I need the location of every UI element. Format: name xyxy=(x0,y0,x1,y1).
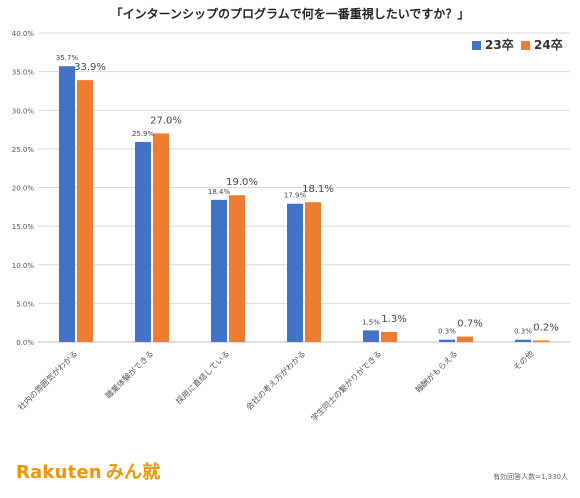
bar-label-24-4: 1.3% xyxy=(381,314,406,325)
x-tick-label-2: 採用に直結している xyxy=(174,348,232,406)
chart-title: 「インターンシップのプログラムで何を一番重視したいですか？」 xyxy=(111,6,470,21)
grid-lines xyxy=(38,32,570,343)
bar-23-6 xyxy=(515,339,531,342)
y-tick-label: 35.0% xyxy=(12,69,35,77)
bar-24-3 xyxy=(305,202,321,342)
bar-label-23-3: 17.9% xyxy=(284,192,307,200)
bar-label-24-3: 18.1% xyxy=(302,184,334,195)
legend-swatch-23 xyxy=(472,41,481,50)
bar-label-23-1: 25.9% xyxy=(132,130,155,138)
bar-23-1 xyxy=(135,141,151,342)
x-tick-label-1: 職業体験ができる xyxy=(103,348,155,400)
y-tick-label: 20.0% xyxy=(12,185,35,193)
bar-label-23-4: 1.5% xyxy=(362,318,380,326)
y-tick-label: 40.0% xyxy=(12,30,35,38)
x-tick-label-4: 学生同士の繋がりができる xyxy=(309,348,384,423)
bar-label-23-0: 35.7% xyxy=(56,54,79,62)
bar-label-23-2: 18.4% xyxy=(208,188,231,196)
bar-23-5 xyxy=(439,339,455,342)
bar-24-6 xyxy=(533,340,549,342)
brand-main: Rakuten xyxy=(16,462,102,483)
legend-label-24: 24卒 xyxy=(534,37,563,52)
y-tick-label: 15.0% xyxy=(12,223,35,231)
y-tick-label: 0.0% xyxy=(16,339,34,347)
bar-label-24-5: 0.7% xyxy=(457,319,482,330)
legend: 23卒 24卒 xyxy=(472,37,563,52)
y-tick-label: 25.0% xyxy=(12,146,35,154)
x-tick-label-6: その他 xyxy=(511,348,535,372)
legend-label-23: 23卒 xyxy=(485,37,514,52)
x-tick-label-3: 会社の考え方がわかる xyxy=(244,348,308,412)
bar-label-24-0: 33.9% xyxy=(74,62,106,73)
bar-23-3 xyxy=(287,203,303,342)
bar-23-0 xyxy=(59,66,75,342)
bar-24-4 xyxy=(381,331,397,342)
brand-sub: みん就 xyxy=(105,462,161,483)
bar-label-24-6: 0.2% xyxy=(533,322,558,333)
y-tick-label: 30.0% xyxy=(12,107,35,115)
bar-24-5 xyxy=(457,336,473,342)
bar-24-0 xyxy=(77,80,93,342)
bar-labels: 35.7%33.9% 25.9% 27.0% 18.4%19.0% 17.9%18.1%… xyxy=(56,54,559,335)
bar-24-1 xyxy=(153,133,169,342)
bars xyxy=(59,66,549,342)
legend-swatch-24 xyxy=(521,41,530,50)
bar-label-24-1: 27.0% xyxy=(150,115,182,126)
y-axis-ticks: 0.0% 5.0% 10.0% 15.0% 20.0% 25.0% 30.0% 35.0% 40… xyxy=(12,30,35,347)
sample-size-note: 有効回答人数=1,330人 xyxy=(493,473,568,481)
bar-23-4 xyxy=(363,330,379,342)
bar-label-23-6: 0.3% xyxy=(514,328,532,336)
y-tick-label: 5.0% xyxy=(16,300,34,308)
brand-logo: Rakuten みん就 xyxy=(16,458,160,484)
bar-label-24-2: 19.0% xyxy=(226,177,258,188)
x-tick-label-5: 報酬がもらえる xyxy=(413,348,460,395)
y-tick-label: 10.0% xyxy=(12,262,35,270)
bar-24-2 xyxy=(229,195,245,342)
bar-23-2 xyxy=(211,199,227,342)
bar-label-23-5: 0.3% xyxy=(438,328,456,336)
x-tick-label-0: 社内の雰囲気がわかる xyxy=(16,348,80,412)
x-axis-ticks: 社内の雰囲気がわかる 職業体験ができる 採用に直結している 会社の考え方がわかる 学生同… xyxy=(16,348,536,423)
